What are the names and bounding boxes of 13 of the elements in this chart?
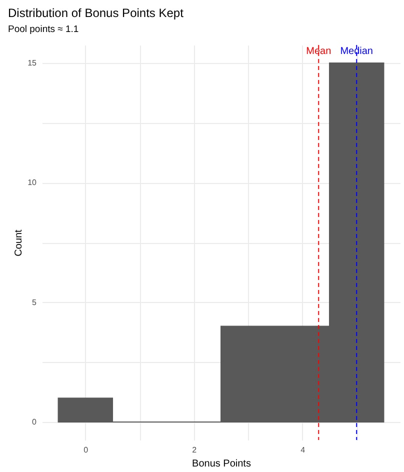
y-tick-label: 5 xyxy=(32,298,38,307)
x-tick-label: 2 xyxy=(192,446,198,454)
y-tick-label: 15 xyxy=(28,58,38,68)
y-tick-label: 10 xyxy=(28,178,38,188)
chart-subtitle: Pool points ≈ 1.1 xyxy=(8,24,79,35)
x-tick-label: 4 xyxy=(300,446,306,454)
x-axis-title: Bonus Points xyxy=(192,458,251,470)
y-axis-title: Count xyxy=(14,229,25,256)
y-tick-label: 0 xyxy=(32,418,38,427)
ref-line-label: Median xyxy=(340,46,374,57)
chart-title: Distribution of Bonus Points Kept xyxy=(8,6,184,20)
x-tick-label: 0 xyxy=(84,446,89,454)
ref-line-label: Mean xyxy=(306,46,332,57)
